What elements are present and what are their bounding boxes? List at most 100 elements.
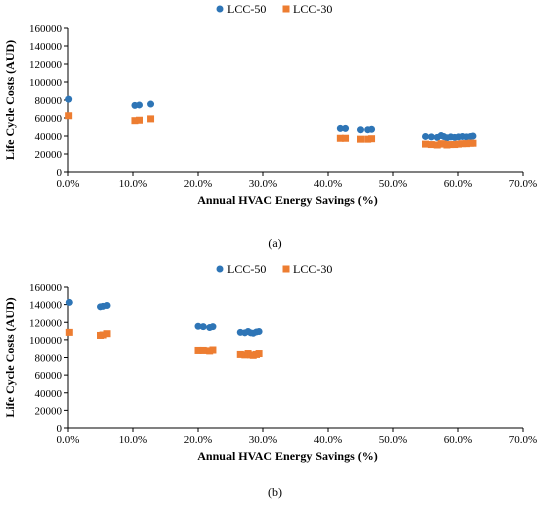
data-point-lcc-50 (136, 101, 143, 109)
data-point-lcc-30 (427, 141, 435, 149)
y-tick-label: 160000 (29, 23, 63, 35)
chart-panel-2: 0 20000 40000 60000 80000 100000 120000 140000 1… (3, 262, 537, 499)
y-tick-label: 40000 (35, 388, 63, 400)
legend-marker-lcc-30 (282, 5, 290, 13)
panel-label: (a) (268, 236, 281, 250)
data-point-lcc-30 (209, 346, 217, 354)
x-tick-label: 0.0% (57, 434, 80, 446)
x-tick-label: 40.0% (314, 434, 342, 446)
data-point-lcc-50 (147, 100, 155, 108)
panel-label: (b) (268, 485, 282, 499)
data-point-lcc-30 (147, 115, 155, 123)
y-tick-label: 100000 (29, 335, 63, 347)
data-point-lcc-50 (103, 302, 111, 310)
x-tick-label: 60.0% (444, 434, 472, 446)
y-tick-label: 140000 (29, 300, 63, 312)
x-tick-label: 10.0% (119, 178, 147, 190)
data-point-lcc-30 (469, 139, 477, 147)
data-point-lcc-50 (65, 95, 73, 103)
data-point-lcc-50 (194, 322, 202, 330)
data-point-lcc-30 (236, 350, 244, 358)
legend: LCC-50 LCC-30 (216, 2, 332, 16)
data-point-lcc-30 (443, 141, 451, 149)
x-tick-label: 20.0% (184, 178, 212, 190)
data-point-lcc-50 (427, 133, 435, 141)
chart-panel-1: 0 20000 40000 60000 80000 100000 120000 140000 1… (3, 2, 537, 250)
data-point-lcc-30 (65, 328, 73, 336)
data-point-lcc-30 (103, 330, 111, 338)
x-tick-label: 20.0% (184, 434, 212, 446)
data-point-lcc-30 (255, 350, 263, 358)
x-tick-label: 10.0% (119, 434, 147, 446)
y-tick-label: 20000 (35, 149, 63, 161)
x-tick-label: 30.0% (249, 178, 277, 190)
y-tick-label: 80000 (35, 353, 63, 365)
y-tick-label: 0 (57, 167, 63, 179)
y-tick-label: 100000 (29, 77, 63, 89)
data-point-lcc-50 (469, 132, 477, 140)
data-point-lcc-30 (368, 135, 376, 143)
x-tick-label: 50.0% (379, 178, 407, 190)
series-lcc-50 (65, 95, 477, 142)
data-point-lcc-30 (131, 117, 139, 125)
y-tick-label: 80000 (35, 95, 63, 107)
x-axis-title: Annual HVAC Energy Savings (%) (197, 449, 377, 463)
legend-label-lcc-30: LCC-30 (293, 2, 332, 16)
y-tick-label: 0 (57, 423, 63, 435)
series-lcc-30 (65, 328, 263, 359)
data-point-lcc-30 (136, 116, 143, 124)
data-point-lcc-50 (255, 328, 263, 336)
legend: LCC-50 LCC-30 (216, 262, 332, 276)
y-tick-label: 120000 (29, 317, 63, 329)
data-point-lcc-50 (357, 126, 364, 134)
data-point-lcc-30 (455, 140, 463, 148)
x-tick-label: 60.0% (444, 178, 472, 190)
data-point-lcc-30 (194, 346, 202, 354)
data-point-lcc-50 (65, 298, 73, 306)
y-tick-label: 120000 (29, 59, 63, 71)
data-point-lcc-30 (99, 331, 107, 339)
data-point-lcc-30 (65, 112, 73, 120)
legend-label-lcc-30: LCC-30 (293, 262, 332, 276)
series-lcc-30 (65, 112, 477, 149)
x-tick-label: 0.0% (57, 178, 80, 190)
data-point-lcc-30 (357, 135, 364, 143)
data-point-lcc-50 (336, 124, 344, 132)
data-point-lcc-30 (336, 134, 344, 142)
legend-marker-lcc-50 (216, 265, 224, 273)
x-tick-label: 30.0% (249, 434, 277, 446)
legend-marker-lcc-50 (216, 5, 224, 13)
data-point-lcc-50 (199, 323, 207, 331)
data-point-lcc-30 (447, 141, 455, 149)
legend-label-lcc-50: LCC-50 (227, 2, 266, 16)
data-point-lcc-50 (209, 323, 217, 331)
y-tick-label: 160000 (29, 282, 63, 294)
y-tick-label: 20000 (35, 405, 63, 417)
y-tick-label: 40000 (35, 131, 63, 143)
y-axis-title: Life Cycle Costs (AUD) (3, 40, 17, 160)
data-point-lcc-30 (199, 346, 207, 354)
x-tick-label: 70.0% (509, 178, 537, 190)
data-point-lcc-50 (368, 125, 376, 133)
x-tick-label: 50.0% (379, 434, 407, 446)
data-point-lcc-30 (342, 134, 350, 142)
data-point-lcc-30 (433, 141, 441, 149)
data-point-lcc-50 (422, 132, 429, 140)
data-point-lcc-50 (342, 124, 350, 132)
x-tick-label: 40.0% (314, 178, 342, 190)
x-axis-title: Annual HVAC Energy Savings (%) (197, 193, 377, 207)
y-tick-label: 140000 (29, 41, 63, 53)
data-point-lcc-30 (462, 140, 470, 148)
data-point-lcc-30 (364, 135, 372, 143)
y-axis-title: Life Cycle Costs (AUD) (3, 297, 17, 417)
y-tick-label: 60000 (35, 370, 63, 382)
legend-marker-lcc-30 (282, 265, 290, 273)
data-point-lcc-30 (422, 140, 429, 148)
legend-label-lcc-50: LCC-50 (227, 262, 266, 276)
x-tick-label: 70.0% (509, 434, 537, 446)
data-point-lcc-30 (451, 141, 459, 149)
y-tick-label: 60000 (35, 113, 63, 125)
series-lcc-50 (65, 298, 263, 337)
